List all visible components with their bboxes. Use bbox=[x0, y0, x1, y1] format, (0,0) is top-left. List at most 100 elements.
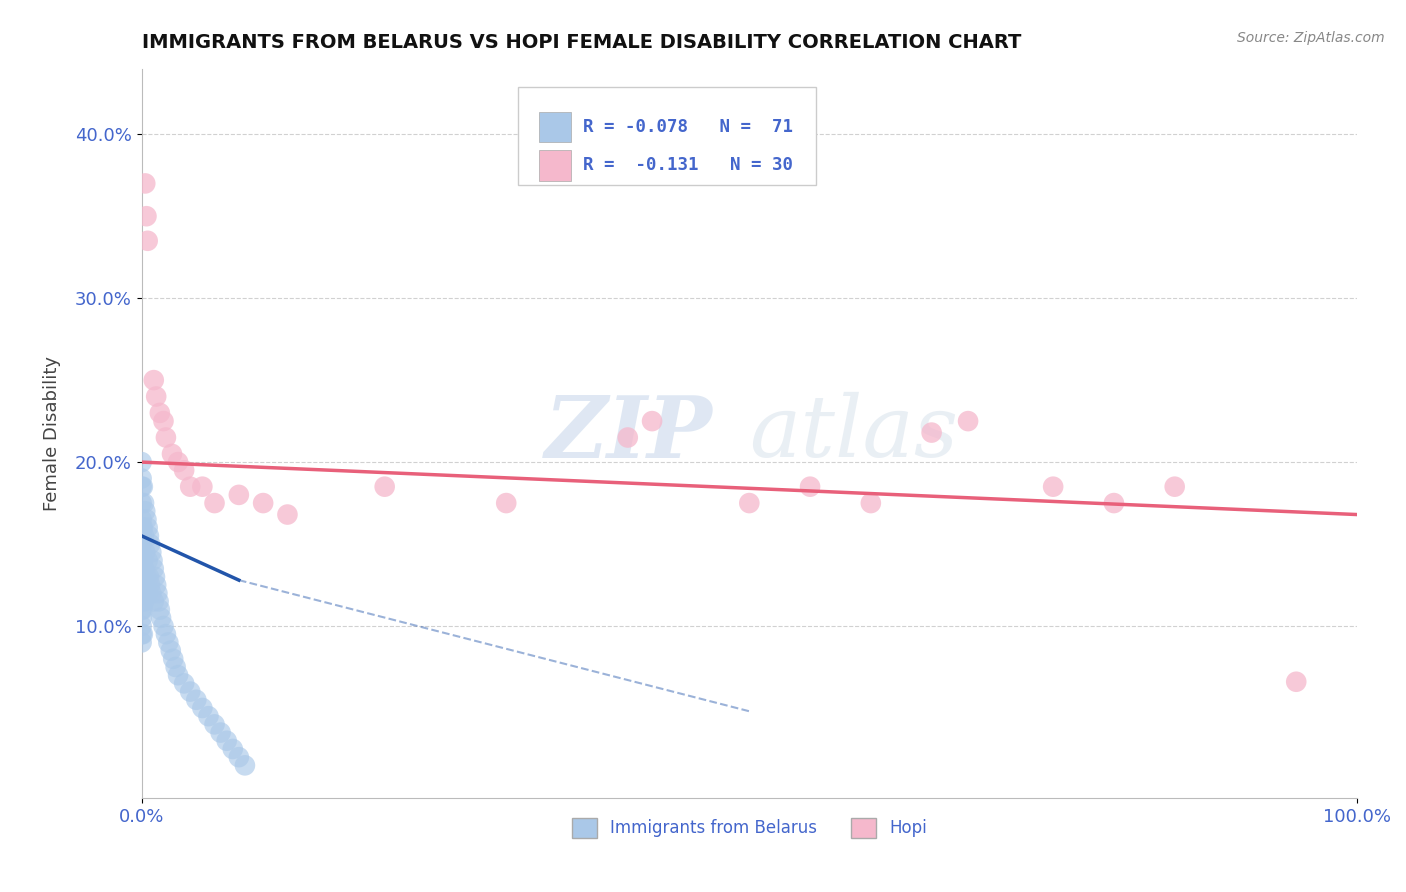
Point bbox=[167, 668, 190, 682]
Text: Source: ZipAtlas.com: Source: ZipAtlas.com bbox=[1237, 31, 1385, 45]
Point bbox=[145, 390, 167, 404]
Point bbox=[134, 177, 156, 191]
Point bbox=[134, 545, 156, 559]
Point bbox=[132, 553, 155, 567]
Point bbox=[276, 508, 298, 522]
Point bbox=[155, 627, 177, 641]
FancyBboxPatch shape bbox=[538, 112, 571, 143]
Point bbox=[191, 480, 214, 494]
Y-axis label: Female Disability: Female Disability bbox=[44, 356, 60, 511]
Point bbox=[957, 414, 980, 428]
Point bbox=[173, 463, 195, 477]
Point bbox=[136, 521, 159, 535]
Point bbox=[131, 619, 153, 633]
Point bbox=[197, 709, 219, 723]
Point bbox=[204, 717, 226, 731]
Point bbox=[179, 684, 201, 698]
Point bbox=[204, 496, 226, 510]
Point bbox=[186, 693, 208, 707]
FancyBboxPatch shape bbox=[538, 150, 571, 181]
Point bbox=[173, 676, 195, 690]
Point bbox=[179, 480, 201, 494]
Point bbox=[191, 701, 214, 715]
Point bbox=[162, 652, 184, 666]
Point bbox=[132, 496, 155, 510]
Point bbox=[142, 594, 165, 608]
Point bbox=[495, 496, 517, 510]
Point bbox=[616, 430, 638, 444]
Point bbox=[152, 619, 174, 633]
Point bbox=[252, 496, 274, 510]
Point bbox=[209, 725, 232, 739]
Point bbox=[150, 611, 173, 625]
Point bbox=[165, 660, 187, 674]
Point bbox=[641, 414, 664, 428]
Point bbox=[138, 529, 160, 543]
Point bbox=[142, 373, 165, 387]
Point bbox=[131, 602, 153, 616]
Point bbox=[141, 545, 163, 559]
Point bbox=[215, 733, 238, 747]
Point bbox=[131, 570, 153, 584]
Point bbox=[132, 594, 155, 608]
Point bbox=[136, 234, 159, 248]
Point bbox=[131, 553, 153, 567]
Point bbox=[131, 578, 153, 592]
Legend: Immigrants from Belarus, Hopi: Immigrants from Belarus, Hopi bbox=[565, 811, 934, 845]
Point bbox=[138, 570, 160, 584]
Point bbox=[135, 570, 157, 584]
Point bbox=[145, 578, 167, 592]
Point bbox=[131, 611, 153, 625]
Point bbox=[131, 561, 153, 575]
Point bbox=[134, 504, 156, 518]
Point bbox=[859, 496, 882, 510]
Text: R = -0.078   N =  71: R = -0.078 N = 71 bbox=[583, 118, 793, 136]
Point bbox=[131, 627, 153, 641]
Point bbox=[136, 553, 159, 567]
Point bbox=[921, 425, 943, 440]
Point bbox=[131, 455, 153, 469]
Point bbox=[135, 209, 157, 223]
Point bbox=[148, 594, 170, 608]
Point bbox=[149, 406, 172, 420]
Point bbox=[131, 496, 153, 510]
Point bbox=[131, 537, 153, 551]
Point bbox=[1163, 480, 1185, 494]
Point bbox=[143, 570, 166, 584]
Point bbox=[222, 742, 245, 756]
Point bbox=[157, 635, 180, 649]
Point bbox=[131, 512, 153, 526]
Point bbox=[149, 602, 172, 616]
Point bbox=[139, 537, 162, 551]
Text: R =  -0.131   N = 30: R = -0.131 N = 30 bbox=[583, 156, 793, 174]
Point bbox=[131, 471, 153, 485]
Point bbox=[136, 586, 159, 600]
FancyBboxPatch shape bbox=[519, 87, 815, 186]
Point bbox=[131, 594, 153, 608]
Point bbox=[132, 602, 155, 616]
Point bbox=[131, 545, 153, 559]
Text: atlas: atlas bbox=[749, 392, 959, 475]
Point bbox=[141, 553, 163, 567]
Point bbox=[155, 430, 177, 444]
Point bbox=[159, 643, 181, 657]
Text: IMMIGRANTS FROM BELARUS VS HOPI FEMALE DISABILITY CORRELATION CHART: IMMIGRANTS FROM BELARUS VS HOPI FEMALE D… bbox=[142, 33, 1021, 52]
Point bbox=[132, 561, 155, 575]
Point bbox=[160, 447, 183, 461]
Point bbox=[228, 750, 250, 764]
Point bbox=[233, 758, 256, 772]
Point bbox=[146, 586, 169, 600]
Point bbox=[131, 480, 153, 494]
Point bbox=[139, 578, 162, 592]
Point bbox=[132, 529, 155, 543]
Point bbox=[142, 561, 165, 575]
Point bbox=[1102, 496, 1125, 510]
Point bbox=[1285, 674, 1308, 689]
Point bbox=[799, 480, 821, 494]
Point bbox=[134, 586, 156, 600]
Point bbox=[131, 635, 153, 649]
Point bbox=[131, 586, 153, 600]
Point bbox=[132, 521, 155, 535]
Point bbox=[132, 627, 155, 641]
Point bbox=[738, 496, 761, 510]
